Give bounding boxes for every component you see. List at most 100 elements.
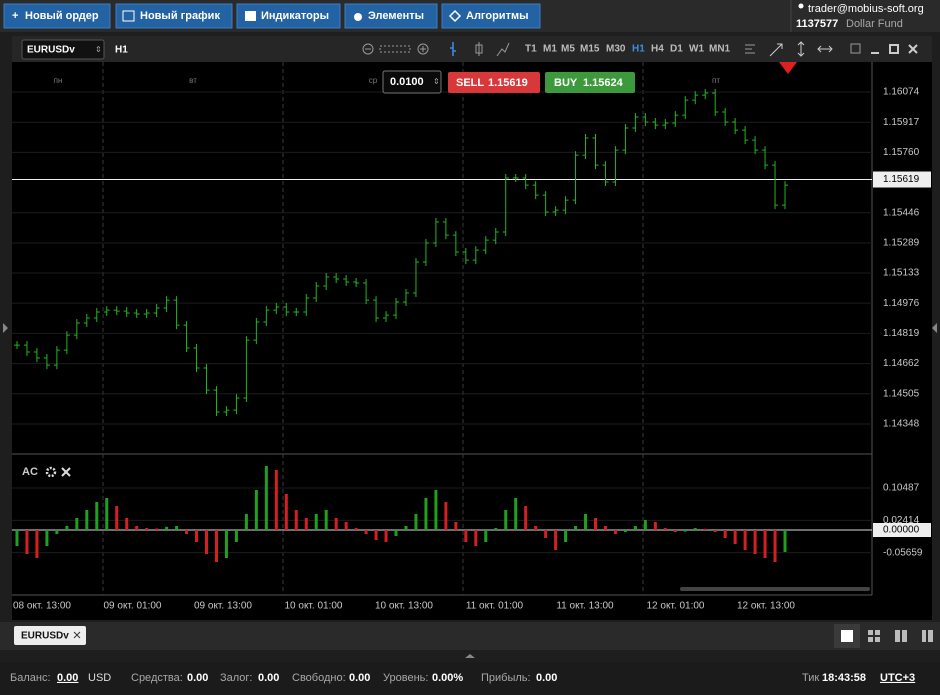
price-bar [373, 296, 380, 322]
price-bar [173, 296, 180, 330]
y-tick-label: 1.14505 [883, 388, 920, 399]
layout-columns[interactable] [895, 630, 907, 642]
histogram-bar [673, 530, 677, 532]
free-margin: 0.00 [349, 672, 370, 684]
histogram-bar [185, 530, 189, 534]
x-tick-label: 09 окт. 01:00 [103, 601, 161, 612]
close[interactable] [908, 44, 918, 54]
histogram-bar [534, 526, 538, 530]
line-chart-type[interactable] [496, 42, 510, 57]
y-tick-label: 1.14348 [883, 419, 920, 430]
tool-icon[interactable] [769, 43, 783, 57]
sell-label[interactable]: SELL [456, 77, 484, 89]
price-bar [253, 318, 260, 345]
histogram-bar [25, 530, 29, 554]
spinner[interactable]: ⇕ [433, 77, 440, 86]
timeframe[interactable]: MN1 [709, 44, 731, 55]
tool-icon[interactable] [745, 44, 755, 54]
x-tick-label: 11 окт. 13:00 [556, 601, 614, 612]
histogram-bar [494, 528, 498, 530]
tab-label[interactable]: EURUSDv [21, 631, 69, 642]
y-tick-label: 0.02414 [883, 515, 920, 526]
button-label[interactable]: Новый ордер [25, 10, 99, 22]
histogram-bar [643, 520, 647, 530]
buy-label[interactable]: BUY [554, 77, 578, 89]
timeframes: T1 M1 M5 M15 M30 H1 H4 D1 W1 MN1 [525, 44, 731, 55]
price-bar [203, 363, 210, 395]
price-bar [512, 173, 519, 182]
lot-input[interactable] [382, 70, 442, 94]
button[interactable] [441, 3, 541, 29]
x-tick-label: 10 окт. 13:00 [375, 601, 433, 612]
histogram-bar [45, 530, 49, 546]
price-bar [562, 196, 569, 215]
timeframe[interactable]: D1 [670, 44, 683, 55]
button-label[interactable]: Новый график [140, 10, 220, 22]
timeframe[interactable]: M5 [561, 44, 575, 55]
sell-button[interactable] [448, 72, 540, 93]
price-bar [482, 236, 489, 255]
tool-icon[interactable] [797, 41, 805, 57]
histogram-bar [603, 526, 607, 530]
histogram-bar [354, 528, 358, 530]
label: Прибыль: [481, 672, 531, 684]
level: 0.00% [432, 672, 463, 684]
histogram-bar [205, 530, 208, 554]
candle-chart-type[interactable] [475, 42, 483, 56]
zoom-out[interactable] [362, 43, 374, 55]
timezone[interactable]: UTC+3 [880, 672, 915, 684]
price-bar [33, 348, 40, 362]
remove-icon[interactable] [61, 467, 71, 477]
buy-price[interactable]: 1.15624 [583, 77, 624, 89]
bar-chart-type[interactable] [450, 42, 456, 56]
button[interactable] [3, 3, 111, 29]
label: Уровень: [383, 672, 428, 684]
symbol-select[interactable] [21, 39, 105, 60]
zoom-in[interactable] [417, 43, 429, 55]
account-email[interactable]: trader@mobius-soft.org [808, 3, 924, 15]
price-bar [63, 331, 70, 355]
button-label[interactable]: Алгоритмы [466, 10, 529, 22]
price-bar [73, 318, 80, 340]
scrollbar[interactable] [680, 587, 870, 591]
sell-price[interactable]: 1.15619 [488, 77, 528, 89]
panel-toggle[interactable] [465, 654, 475, 658]
price-bar [782, 181, 789, 210]
price-bar [752, 136, 759, 155]
price-bar [552, 206, 559, 217]
timeframe[interactable]: H4 [651, 44, 664, 55]
histogram-bar [414, 514, 418, 530]
tab[interactable] [14, 626, 86, 645]
price-bar [303, 293, 310, 317]
price-bar [363, 278, 370, 305]
timeframe[interactable]: M15 [580, 44, 600, 55]
timeframe[interactable]: M1 [543, 44, 557, 55]
x-tick-label: 09 окт. 13:00 [194, 601, 252, 612]
price-bar [103, 306, 110, 317]
zoom-slider[interactable] [379, 45, 411, 53]
button[interactable] [115, 3, 233, 29]
settings-icon[interactable] [45, 466, 57, 478]
histogram-bar [693, 528, 697, 530]
layout-split[interactable] [922, 630, 933, 642]
price-bar [343, 274, 350, 287]
button-label[interactable]: Элементы [368, 10, 424, 22]
buy-button[interactable] [545, 72, 635, 93]
histogram-bar [125, 518, 129, 530]
y-tick-label: 1.15760 [883, 147, 920, 158]
timeframe[interactable]: H1 [632, 44, 645, 55]
timeframe[interactable]: W1 [689, 44, 704, 55]
histogram-bar [85, 510, 89, 530]
lot[interactable]: 0.0100 [390, 76, 424, 88]
timeframe[interactable]: T1 [525, 44, 537, 55]
symbol[interactable]: EURUSDv [27, 45, 75, 56]
tool-icon[interactable] [817, 45, 833, 53]
tab-close[interactable] [73, 631, 81, 639]
layout-grid[interactable] [868, 630, 880, 642]
button-label[interactable]: Индикаторы [261, 10, 329, 22]
price-bar [652, 118, 659, 130]
maximize[interactable] [889, 44, 899, 54]
detach[interactable] [850, 43, 861, 54]
timeframe[interactable]: M30 [606, 44, 626, 55]
